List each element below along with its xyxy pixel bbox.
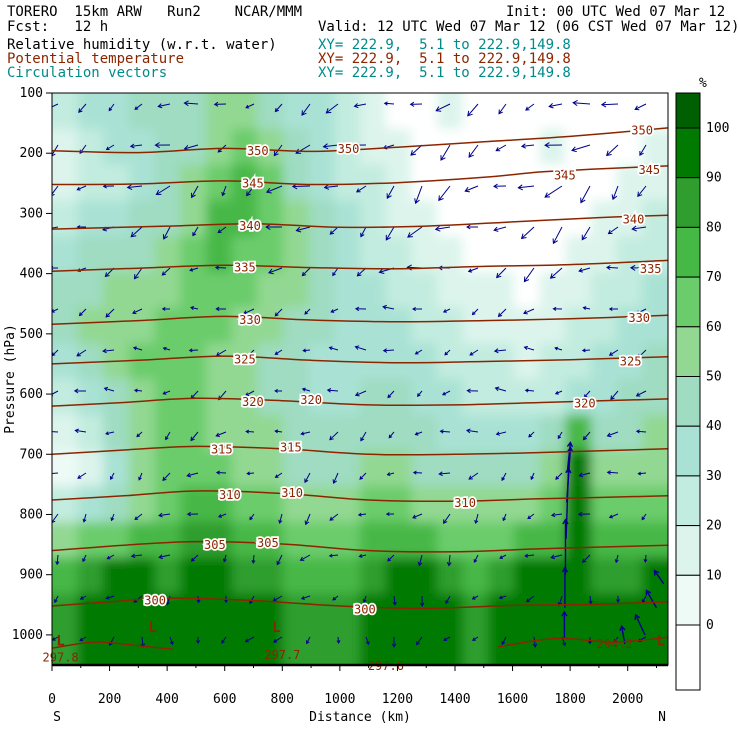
colorbar-swatch [675,276,701,328]
y-tick-label: 200 [20,146,43,161]
y-tick-label: 400 [20,267,43,282]
colorbar-tick-label: 80 [706,220,722,235]
low-marker-L: L [148,620,156,636]
x-tick-label: 200 [98,692,121,707]
y-tick-label: 700 [20,447,43,462]
colorbar-title: % [699,76,707,91]
colorbar-swatch [675,376,701,427]
colorbar-swatch [675,525,701,576]
x-axis-title: Distance (km) [309,710,411,725]
x-tick-label: 1200 [382,692,413,707]
field-xy-potential-temperature: XY= 222.9, 5.1 to 222.9,149.8 [318,51,571,67]
x-tick-label: 0 [48,692,56,707]
colorbar-tick-label: 20 [706,519,722,534]
theta-contour-label: 330 [628,311,650,325]
theta-contour-label: 300 [144,594,166,608]
colorbar-swatch [675,574,701,626]
theta-contour-label: 320 [574,397,596,411]
theta-contour-label: 350 [338,142,360,156]
x-tick-label: 1000 [324,692,355,707]
colorbar-swatch [675,177,701,228]
colorbar-tick-label: 70 [706,270,722,285]
colorbar-swatch [675,326,701,377]
theta-contour-label: 325 [620,355,642,369]
theta-contour-label: 315 [211,442,233,456]
colorbar-swatch [675,425,701,477]
y-axis-title: Pressure (hPa) [3,324,18,434]
colorbar-tick-label: 0 [706,618,714,633]
low-marker-value: 297.8 [43,650,79,664]
x-tick-label: 800 [271,692,294,707]
theta-contour-label: 345 [638,163,660,177]
x-tick-label: 1400 [439,692,470,707]
colorbar-tick-label: 30 [706,469,722,484]
colorbar-tick-label: 90 [706,171,722,186]
y-tick-label: 1000 [12,628,43,643]
forecast-hour: Fcst: 12 h [7,19,109,35]
low-marker-L: L [56,634,64,650]
x-tick-label: 1800 [554,692,585,707]
theta-contour-label: 340 [623,212,645,226]
low-marker-L: L [272,620,280,636]
north-end-label: N [658,710,666,725]
x-tick-label: 2000 [612,692,643,707]
colorbar-swatch [675,226,701,278]
theta-contour-label: 310 [281,486,303,500]
theta-contour-label: 305 [204,538,226,552]
theta-contour-label: 325 [234,353,256,367]
theta-contours [52,127,668,651]
y-tick-label: 100 [20,86,43,101]
y-tick-label: 800 [20,507,43,522]
colorbar-tick-label: 10 [706,568,722,583]
valid-time: Valid: 12 UTC Wed 07 Mar 12 (06 CST Wed … [318,19,740,35]
theta-contour-label: 300 [354,603,376,617]
theta-contour-label: 350 [247,144,269,158]
theta-contour-label: 350 [631,123,653,137]
theta-contour-label: 345 [554,169,576,183]
model-run-title: TORERO 15km ARW Run2 NCAR/MMM [7,4,303,20]
x-tick-label: 1600 [497,692,528,707]
shaded-field-clip [52,93,668,665]
theta-contour-label: 330 [239,313,261,327]
theta-contour-label: 320 [242,395,264,409]
field-label-relative-humidity: Relative humidity (w.r.t. water) [7,37,277,53]
theta-contour-label: 315 [280,441,302,455]
axes: 0 200 400 600 800 1000 1200 1400 1600 1800 2000 100… [3,86,669,725]
y-tick-label: 500 [20,327,43,342]
init-time: Init: 00 UTC Wed 07 Mar 12 [506,4,726,20]
colorbar-swatch [675,127,701,179]
colorbar-tick-label: 100 [706,121,729,136]
y-tick-label: 600 [20,387,43,402]
theta-contour-label: 320 [300,393,322,407]
colorbar-tick-label: 50 [706,370,722,385]
field-xy-circulation-vectors: XY= 222.9, 5.1 to 222.9,149.8 [318,65,571,81]
theta-contour-label: 305 [257,536,279,550]
theta-contour-label: 340 [239,219,261,233]
theta-contour-label: 310 [454,496,476,510]
low-marker-value: 297.7 [264,648,300,662]
field-label-potential-temperature: Potential temperature [7,51,185,67]
y-tick-label: 300 [20,206,43,221]
colorbar-tick-label: 40 [706,419,722,434]
rh-heatmap [52,93,668,665]
low-marker-L: L [657,634,665,650]
south-end-label: S [53,710,61,725]
colorbar-tick-label: 60 [706,320,722,335]
theta-contour-label: 335 [640,262,662,276]
colorbar-swatch [675,475,701,527]
theta-contour-labels: 350 350 350 345 345 345 340 340 335 335 330 330 325 3… [143,122,664,619]
y-tick-label: 900 [20,568,43,583]
colorbar-swatch [675,624,701,691]
theta-contour-label: 310 [219,488,241,502]
colorbar-swatch [675,92,701,129]
theta-contour-label: 345 [242,176,264,190]
theta-contour-label: 335 [234,261,256,275]
field-xy-relative-humidity: XY= 222.9, 5.1 to 222.9,149.8 [318,37,571,53]
x-tick-label: 600 [213,692,236,707]
x-tick-label: 400 [155,692,178,707]
field-label-circulation-vectors: Circulation vectors [7,65,168,81]
low-marker-value: 294.2 [597,637,633,651]
